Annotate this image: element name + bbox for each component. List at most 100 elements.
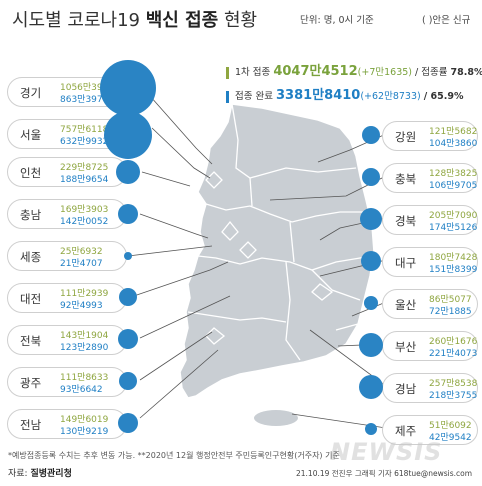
- first-dose-count: 143만1904: [60, 331, 109, 341]
- complete-dose-count: 632만9932: [60, 137, 109, 147]
- credit: 21.10.19 전진우 그래픽 기자 618tue@newsis.com: [296, 469, 473, 478]
- complete-dose-marker: [226, 90, 229, 103]
- bubble-gangwon: [362, 126, 380, 144]
- first-dose-count: 149만6019: [60, 415, 109, 425]
- first-dose-new: (+7만1635): [357, 67, 412, 78]
- region-box-ulsan: 울산 86만5077 72만1885: [382, 289, 478, 319]
- complete-dose-count: 93만6642: [60, 385, 103, 395]
- bubble-chungbuk: [362, 168, 380, 186]
- complete-dose-count: 21만4707: [60, 259, 103, 269]
- mainland-shape: [179, 103, 375, 399]
- region-box-daejeon: 대전 111만2939 92만4993: [7, 283, 127, 313]
- first-dose-count: 1056만3931: [60, 83, 115, 93]
- complete-dose-count: 863만3976: [60, 95, 109, 105]
- bubble-ulsan: [364, 296, 378, 310]
- first-dose-count: 260만1676: [429, 337, 478, 347]
- source-label: 자료:: [8, 469, 31, 479]
- jeju-shape: [254, 410, 298, 426]
- region-box-jeonbuk: 전북 143만1904 123만2890: [7, 325, 127, 355]
- region-name: 세종: [20, 250, 42, 264]
- region-box-busan: 부산 260만1676 221만4073: [382, 331, 478, 361]
- first-dose-count: 128만3825: [429, 169, 478, 179]
- complete-dose-count: 188만9654: [60, 175, 109, 185]
- complete-dose-value: 3381만8410: [276, 88, 361, 103]
- complete-dose-count: 42만9542: [429, 433, 472, 443]
- bubble-jeonbuk: [118, 329, 138, 349]
- first-dose-rate: 78.8%: [450, 67, 482, 78]
- region-name: 전남: [20, 418, 42, 432]
- region-box-gangwon: 강원 121만5682 104만3860: [382, 121, 478, 151]
- first-dose-label: 1차 접종: [235, 67, 271, 78]
- complete-dose-new: (+62만8733): [360, 91, 421, 102]
- complete-dose-count: 221만4073: [429, 349, 478, 359]
- region-box-jeonnam: 전남 149만6019 130만9219: [7, 409, 127, 439]
- source: 자료: 질병관리청: [8, 466, 72, 479]
- first-dose-count: 229만8725: [60, 163, 109, 173]
- complete-dose-count: 174만5126: [429, 223, 478, 233]
- first-dose-count: 111만8633: [60, 373, 109, 383]
- region-name: 대전: [20, 292, 42, 306]
- bubble-jeju: [365, 423, 377, 435]
- first-dose-count: 86만5077: [429, 295, 472, 305]
- region-name: 서울: [20, 128, 42, 142]
- region-name: 울산: [395, 298, 417, 312]
- region-box-chungnam: 충남 169만3903 142만0052: [7, 199, 127, 229]
- region-name: 부산: [395, 340, 417, 354]
- first-dose-count: 111만2939: [60, 289, 109, 299]
- region-box-incheon: 인천 229만8725 188만9654: [7, 157, 127, 187]
- watermark: NEWSIS: [330, 438, 443, 466]
- complete-dose-count: 104만3860: [429, 139, 478, 149]
- page-title: 시도별 코로나19 백신 접종 현황: [12, 6, 257, 32]
- title-bold: 백신 접종: [145, 10, 219, 31]
- complete-dose-rate: / 65.9%: [423, 91, 464, 102]
- bubble-gyeongnam: [359, 375, 383, 399]
- source-name: 질병관리청: [30, 469, 72, 479]
- bubble-daejeon: [119, 288, 137, 306]
- region-name: 광주: [20, 376, 42, 390]
- region-name: 경기: [20, 86, 42, 100]
- unit-label: 단위: 명, 0시 기준: [300, 15, 374, 26]
- bubble-incheon: [116, 160, 140, 184]
- complete-dose-count: 130만9219: [60, 427, 109, 437]
- complete-dose-count: 151만8399: [429, 265, 478, 275]
- bubble-gyeonggi: [100, 60, 156, 116]
- complete-dose-stat: 접종 완료 3381만8410(+62만8733) / 65.9%: [226, 84, 464, 103]
- region-name: 제주: [395, 424, 417, 438]
- first-dose-count: 121만5682: [429, 127, 478, 137]
- first-dose-count: 757만6118: [60, 125, 109, 135]
- first-dose-stat: 1차 접종 4047만4512(+7만1635) / 접종률 78.8%: [226, 60, 482, 79]
- bubble-sejong: [124, 252, 132, 260]
- region-box-gyeongbuk: 경북 205만7090 174만5126: [382, 205, 478, 235]
- first-dose-count: 51만6092: [429, 421, 472, 431]
- first-dose-count: 25만6932: [60, 247, 103, 257]
- region-name: 경북: [395, 214, 417, 228]
- title-main: 시도별 코로나19: [12, 10, 146, 31]
- region-name: 인천: [20, 166, 42, 180]
- first-dose-marker: [226, 66, 229, 79]
- first-dose-rate-label: / 접종률: [415, 67, 448, 78]
- region-box-sejong: 세종 25만6932 21만4707: [7, 241, 127, 271]
- bubble-jeonnam: [118, 413, 138, 433]
- region-name: 강원: [395, 130, 417, 144]
- complete-dose-count: 218만3755: [429, 391, 478, 401]
- first-dose-value: 4047만4512: [273, 64, 358, 79]
- complete-dose-count: 142만0052: [60, 217, 109, 227]
- first-dose-count: 180만7428: [429, 253, 478, 263]
- first-dose-count: 257만8538: [429, 379, 478, 389]
- bubble-seoul: [104, 111, 152, 159]
- complete-dose-count: 92만4993: [60, 301, 103, 311]
- region-name: 충북: [395, 172, 417, 186]
- complete-dose-count: 72만1885: [429, 307, 472, 317]
- bubble-gyeongbuk: [360, 208, 382, 230]
- first-dose-count: 205만7090: [429, 211, 478, 221]
- complete-dose-count: 106만9705: [429, 181, 478, 191]
- bubble-chungnam: [118, 204, 138, 224]
- region-box-chungbuk: 충북 128만3825 106만9705: [382, 163, 478, 193]
- region-name: 대구: [395, 256, 417, 270]
- bubble-busan: [359, 333, 383, 357]
- bubble-gwangju: [119, 372, 137, 390]
- region-name: 전북: [20, 334, 42, 348]
- region-box-daegu: 대구 180만7428 151만8399: [382, 247, 478, 277]
- region-box-jeju: 제주 51만6092 42만9542: [382, 415, 478, 445]
- region-box-gwangju: 광주 111만8633 93만6642: [7, 367, 127, 397]
